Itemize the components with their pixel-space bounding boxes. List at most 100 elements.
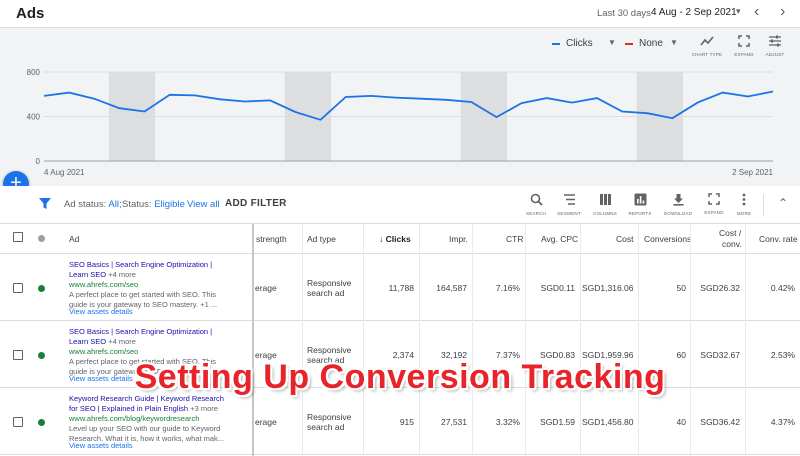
conversions-cell: 50 bbox=[676, 283, 686, 293]
metric2-label: None bbox=[639, 38, 663, 49]
column-header-ad-strength[interactable]: strength bbox=[256, 234, 287, 244]
view-assets-details-link[interactable]: View assets details bbox=[69, 441, 133, 450]
ad-description: Level up your SEO with our guide to Keyw… bbox=[69, 424, 239, 444]
table-header: Ad strength Ad type ↓ Clicks Impr. CTR A… bbox=[0, 224, 800, 254]
ad-status-key: Ad status: bbox=[64, 199, 107, 210]
row-checkbox[interactable] bbox=[13, 417, 23, 427]
chart-expand-button[interactable]: EXPAND bbox=[724, 34, 764, 57]
view-assets-details-link[interactable]: View assets details bbox=[69, 374, 133, 383]
metric1-color-swatch bbox=[552, 42, 560, 45]
y-tick-label: 400 bbox=[27, 113, 41, 122]
table-row[interactable]: SEO Basics | Search Engine Optimization … bbox=[0, 321, 800, 388]
column-header-conversions[interactable]: Conversions bbox=[644, 234, 692, 244]
select-all-checkbox[interactable] bbox=[13, 232, 23, 242]
adjust-icon bbox=[755, 34, 795, 50]
columns-button[interactable]: COLUMNS bbox=[587, 193, 623, 216]
download-button[interactable]: DOWNLOAD bbox=[660, 193, 696, 216]
reports-button[interactable]: REPORTS bbox=[622, 193, 658, 216]
date-range-value[interactable]: 4 Aug - 2 Sep 2021 bbox=[651, 7, 737, 18]
search-button[interactable]: SEARCH bbox=[518, 193, 554, 216]
ad-headline-link[interactable]: SEO Basics | Search Engine Optimization … bbox=[69, 327, 229, 347]
top-bar: Ads Last 30 days 4 Aug - 2 Sep 2021 ▾ ‹ … bbox=[0, 0, 800, 28]
search-icon bbox=[518, 193, 554, 209]
next-period-icon[interactable]: › bbox=[780, 3, 786, 20]
frozen-column-divider bbox=[252, 224, 254, 456]
reports-label: REPORTS bbox=[628, 211, 652, 216]
ad-type-line1: Responsive bbox=[307, 412, 352, 422]
status-filter[interactable]: Status: Eligible bbox=[122, 199, 185, 210]
segment-icon bbox=[551, 193, 587, 209]
table-row[interactable]: SEO Basics | Search Engine Optimization … bbox=[0, 254, 800, 321]
chart-type-label: CHART TYPE bbox=[691, 52, 723, 57]
ad-description-line1: Level up your SEO with our guide to Keyw… bbox=[69, 424, 221, 433]
segment-button[interactable]: SEGMENT bbox=[551, 193, 587, 216]
column-header-cost[interactable]: Cost bbox=[616, 234, 634, 244]
column-header-impressions[interactable]: Impr. bbox=[449, 234, 468, 244]
column-header-avg-cpc[interactable]: Avg. CPC bbox=[541, 234, 579, 244]
clicks-series-line bbox=[43, 90, 774, 121]
column-header-ad[interactable]: Ad bbox=[69, 234, 80, 244]
x-tick-label: 4 Aug 2021 bbox=[44, 168, 85, 177]
columns-icon bbox=[587, 193, 623, 209]
columns-label: COLUMNS bbox=[593, 211, 617, 216]
ad-type-cell: Responsive search ad bbox=[307, 345, 351, 365]
ad-headline-line2: for SEO | Explained in Plain English bbox=[69, 404, 189, 413]
view-assets-details-link[interactable]: View assets details bbox=[69, 307, 133, 316]
ad-headline-link[interactable]: Keyword Research Guide | Keyword Researc… bbox=[69, 394, 229, 414]
row-checkbox[interactable] bbox=[13, 283, 23, 293]
ad-headline-more: +3 more bbox=[190, 404, 218, 413]
ad-description-more: +1 ... bbox=[200, 300, 218, 309]
download-label: DOWNLOAD bbox=[663, 211, 693, 216]
prev-period-icon[interactable]: ‹ bbox=[754, 3, 760, 20]
column-divider bbox=[690, 224, 691, 456]
table-row[interactable]: Keyword Research Guide | Keyword Researc… bbox=[0, 388, 800, 455]
date-range-dropdown-icon[interactable]: ▾ bbox=[736, 6, 741, 16]
table-expand-button[interactable]: EXPAND bbox=[696, 193, 732, 215]
status-enabled-dot-icon bbox=[38, 285, 45, 292]
metric2-color-swatch bbox=[625, 42, 633, 45]
metric1-selector[interactable]: Clicks bbox=[552, 38, 593, 49]
ad-strength-cell: erage bbox=[255, 283, 277, 293]
ad-headline-link[interactable]: SEO Basics | Search Engine Optimization … bbox=[69, 260, 229, 280]
chart-adjust-button[interactable]: ADJUST bbox=[755, 34, 795, 57]
column-header-conv-rate[interactable]: Conv. rate bbox=[759, 234, 798, 244]
ad-type-line2: search ad bbox=[307, 288, 345, 298]
chart-type-icon bbox=[687, 34, 727, 50]
conversions-cell: 40 bbox=[676, 417, 686, 427]
table-expand-label: EXPAND bbox=[704, 210, 724, 215]
search-label: SEARCH bbox=[526, 211, 546, 216]
metric2-selector[interactable]: None bbox=[625, 38, 663, 49]
metric1-label: Clicks bbox=[566, 38, 593, 49]
segment-label: SEGMENT bbox=[557, 211, 581, 216]
conv-rate-cell: 2.53% bbox=[770, 350, 795, 360]
chart-expand-label: EXPAND bbox=[734, 52, 754, 57]
column-header-clicks[interactable]: ↓ Clicks bbox=[379, 234, 411, 244]
ad-description-line2: guide is your gateway to SEO mastery. bbox=[69, 300, 199, 309]
date-range-label[interactable]: Last 30 days bbox=[597, 8, 651, 19]
column-header-ad-type[interactable]: Ad type bbox=[307, 234, 336, 244]
cost-per-conv-cell: SGD36.42 bbox=[700, 417, 740, 427]
status-value: Eligible bbox=[154, 199, 185, 210]
expand-icon bbox=[696, 193, 732, 208]
impressions-cell: 164,587 bbox=[436, 283, 467, 293]
metric2-dropdown-icon[interactable]: ▼ bbox=[670, 38, 678, 47]
cost-cell: SGD1,316.06 bbox=[582, 283, 634, 293]
status-key: Status: bbox=[122, 199, 152, 210]
column-header-ctr[interactable]: CTR bbox=[506, 234, 524, 244]
row-checkbox[interactable] bbox=[13, 350, 23, 360]
collapse-chevron-icon[interactable]: ⌃ bbox=[778, 196, 789, 210]
ad-type-line1: Responsive bbox=[307, 278, 352, 288]
expand-icon bbox=[724, 34, 764, 50]
ad-display-url: www.ahrefs.com/seo bbox=[69, 280, 139, 289]
ad-status-filter[interactable]: Ad status: All; bbox=[64, 199, 122, 210]
ad-headline-more: +4 more bbox=[108, 270, 136, 279]
add-filter-button[interactable]: ADD FILTER bbox=[225, 198, 287, 209]
view-all-link[interactable]: View all bbox=[187, 199, 220, 210]
metric1-dropdown-icon[interactable]: ▼ bbox=[608, 38, 616, 47]
ad-description-line2: Research. What it is, how it works, what… bbox=[69, 434, 225, 443]
filter-icon[interactable] bbox=[38, 197, 52, 211]
chart-adjust-label: ADJUST bbox=[765, 52, 785, 57]
more-button[interactable]: MORE bbox=[726, 193, 762, 216]
column-header-cost-conv[interactable]: Cost / bbox=[719, 228, 741, 238]
chart-type-button[interactable]: CHART TYPE bbox=[687, 34, 727, 57]
